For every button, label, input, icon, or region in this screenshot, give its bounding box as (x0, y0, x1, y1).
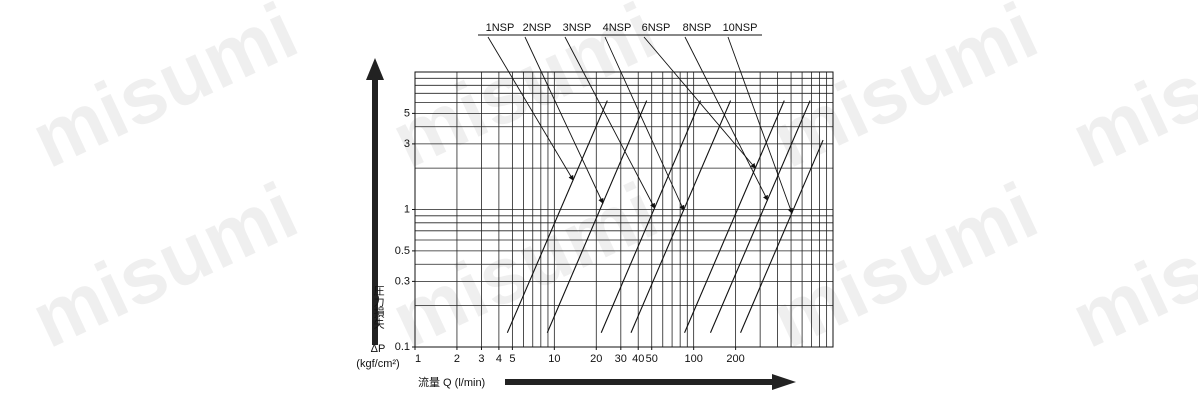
y-tick-label: 0.1 (395, 341, 410, 353)
y-tick-label: 5 (404, 107, 410, 119)
legend-arrow (727, 36, 793, 214)
series-line (630, 100, 732, 333)
y-tick-label: 1 (404, 203, 410, 215)
x-tick-label: 5 (509, 353, 515, 365)
y-axis-label: (kgf/cm²) (356, 358, 399, 370)
series-line (600, 100, 702, 333)
legend-label: 4NSP (603, 22, 632, 34)
legend-arrow (684, 36, 768, 201)
watermark: misumi (378, 166, 669, 365)
series-line (709, 100, 811, 333)
legend-arrow (487, 36, 574, 181)
watermark: misumi (1058, 0, 1198, 185)
legend-arrow (564, 36, 655, 209)
series-line (506, 100, 608, 333)
legend-arrow (643, 36, 756, 169)
x-tick-label: 30 (615, 353, 627, 365)
x-tick-label: 4 (496, 353, 502, 365)
x-tick-label: 10 (548, 353, 560, 365)
x-tick-label: 20 (590, 353, 602, 365)
y-axis-label: 圧力損失 (372, 285, 385, 330)
y-axis-label: ΔP (371, 343, 386, 355)
x-tick-label: 50 (646, 353, 658, 365)
y-tick-label: 0.3 (395, 275, 410, 287)
legend-label: 10NSP (723, 22, 758, 34)
series-line (684, 100, 785, 333)
y-tick-label: 3 (404, 138, 410, 150)
x-axis-arrow (505, 374, 796, 390)
legend-label: 8NSP (683, 22, 712, 34)
legend-label: 1NSP (486, 22, 515, 34)
x-tick-label: 1 (415, 353, 421, 365)
x-tick-label: 2 (454, 353, 460, 365)
y-tick-label: 0.5 (395, 245, 410, 257)
x-axis-label: 流量 Q (l/min) (418, 375, 485, 389)
x-tick-label: 40 (632, 353, 644, 365)
legend-label: 6NSP (642, 22, 671, 34)
x-tick-label: 100 (684, 353, 702, 365)
y-axis-arrow (366, 58, 384, 345)
legend-arrow (524, 36, 604, 204)
legend-label: 2NSP (523, 22, 552, 34)
watermark: misumi (18, 166, 309, 365)
legend-arrow (604, 36, 685, 211)
series-line (546, 100, 648, 333)
legend-label: 3NSP (563, 22, 592, 34)
series-line (740, 139, 824, 333)
x-tick-label: 3 (478, 353, 484, 365)
watermark: misumi (1058, 166, 1198, 365)
x-tick-label: 200 (726, 353, 744, 365)
watermark: misumi (18, 0, 309, 185)
